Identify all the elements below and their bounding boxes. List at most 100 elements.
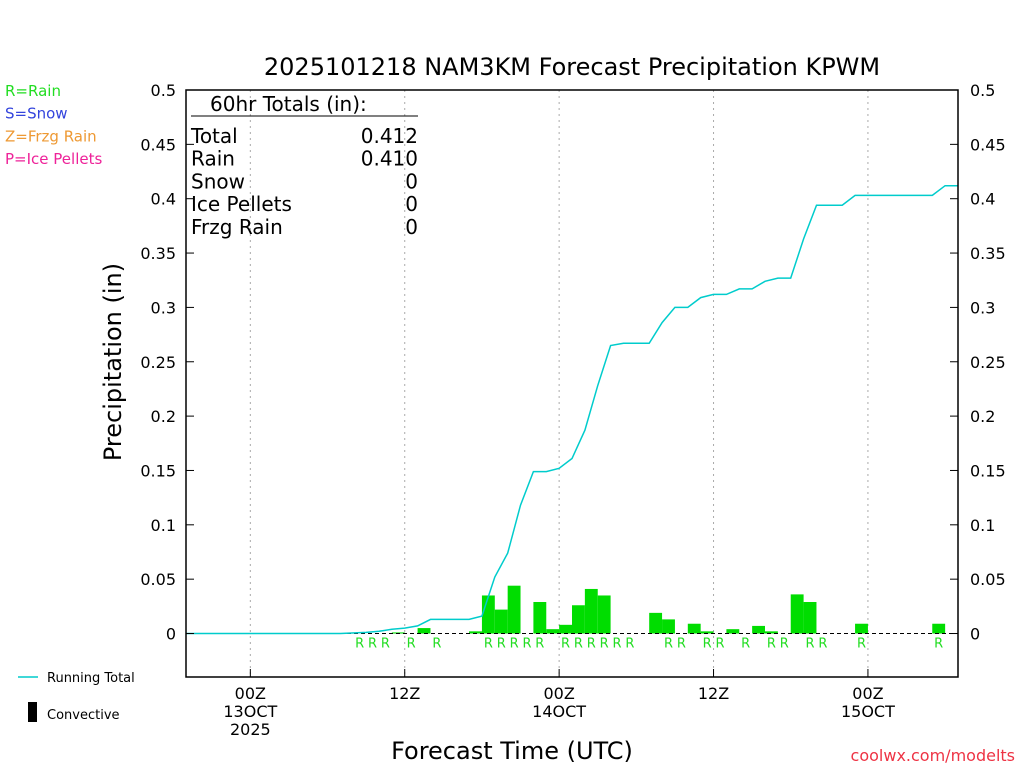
y-tick-label: 0.15 (140, 461, 176, 480)
precip-bar (932, 623, 946, 634)
y-tick-label: 0.4 (151, 190, 176, 209)
y-tick-label: 0.3 (151, 298, 176, 317)
precip-bar (546, 629, 560, 634)
totals-row-value: 0 (405, 169, 418, 193)
precip-type-letter: R (715, 637, 724, 652)
precip-type-letter: R (600, 637, 609, 652)
precip-type-letter: R (767, 637, 776, 652)
precip-bar (391, 632, 405, 634)
precip-type-legend: R=Rain S=Snow Z=Frzg Rain P=Ice Pellets (5, 82, 102, 168)
bottom-legend: Running Total Convective (18, 671, 135, 723)
y-axis-label: Precipitation (in) (99, 263, 127, 461)
totals-row-value: 0.412 (361, 124, 418, 148)
y-tick-label: 0.35 (970, 244, 1006, 263)
y-tick-label: 0.05 (970, 570, 1006, 589)
totals-row-value: 0.410 (361, 147, 418, 171)
precip-bar (803, 601, 817, 634)
precip-bar (597, 595, 611, 634)
legend-item: R=Rain (5, 82, 61, 100)
legend-item: P=Ice Pellets (5, 150, 102, 168)
precip-type-letter: R (587, 637, 596, 652)
y-tick-label: 0.5 (970, 81, 995, 100)
totals-row-label: Total (190, 124, 238, 148)
precip-type-letter: R (484, 637, 493, 652)
x-tick-label: 00Z (543, 684, 574, 703)
y-axis-left: 0 0.05 0.1 0.15 0.2 0.25 0.3 0.35 0.4 0.45 0.5 (140, 81, 194, 644)
totals-row-label: Snow (191, 169, 245, 193)
y-tick-label: 0.1 (970, 516, 995, 535)
x-tick-label: 15OCT (841, 702, 895, 721)
y-tick-label: 0.3 (970, 298, 995, 317)
totals-row-label: Rain (191, 147, 235, 171)
y-axis-right: 0 0.05 0.1 0.15 0.2 0.25 0.3 0.35 0.4 0.45 0.5 (950, 81, 1006, 644)
y-tick-label: 0.5 (151, 81, 176, 100)
precip-type-letter: R (780, 637, 789, 652)
precip-type-letter: R (355, 637, 364, 652)
x-tick-label: 13OCT (223, 702, 277, 721)
precip-type-letter: R (934, 637, 943, 652)
y-tick-label: 0.2 (970, 407, 995, 426)
precip-type-letter: R (535, 637, 544, 652)
totals-row-value: 0 (405, 192, 418, 216)
precip-type-letter: R (510, 637, 519, 652)
precip-type-letter: R (561, 637, 570, 652)
x-tick-label: 12Z (698, 684, 729, 703)
precip-type-letter: R (625, 637, 634, 652)
plot-frame (185, 89, 959, 678)
hourly-precip-bars (391, 585, 946, 634)
x-axis-label: Forecast Time (UTC) (391, 737, 633, 765)
convective-swatch (28, 702, 37, 722)
x-tick-label: 14OCT (532, 702, 586, 721)
source-footer: coolwx.com/modelts (851, 746, 1015, 765)
precip-type-letter: R (818, 637, 827, 652)
precip-bar (649, 612, 663, 634)
legend-item: S=Snow (5, 105, 68, 123)
totals-row-value: 0 (405, 215, 418, 239)
totals-box: 60hr Totals (in): Total 0.412 Rain 0.410 Snow… (190, 92, 418, 239)
y-tick-label: 0 (166, 625, 176, 644)
running-total-line (186, 184, 958, 635)
precip-bar (765, 631, 778, 634)
y-tick-label: 0.45 (140, 135, 176, 154)
y-tick-label: 0.35 (140, 244, 176, 263)
chart-title: 2025101218 NAM3KM Forecast Precipitation… (264, 53, 880, 81)
y-tick-label: 0.4 (970, 190, 995, 209)
y-tick-label: 0.15 (970, 461, 1006, 480)
precip-type-letter: R (432, 637, 441, 652)
precip-bar (533, 601, 547, 634)
x-tick-label: 00Z (852, 684, 883, 703)
y-tick-label: 0.2 (151, 407, 176, 426)
precip-bar (469, 631, 482, 634)
precip-bar (559, 624, 572, 634)
legend-item: Z=Frzg Rain (5, 127, 97, 145)
precip-bar (417, 628, 431, 634)
convective-legend-label: Convective (47, 708, 120, 723)
y-tick-label: 0.25 (140, 353, 176, 372)
precip-type-letter: R (522, 637, 531, 652)
precip-type-letter: R (664, 637, 673, 652)
precip-type-letter: R (497, 637, 506, 652)
precip-bar (700, 631, 714, 634)
running-total-legend-label: Running Total (47, 671, 135, 686)
precip-type-letter: R (381, 637, 390, 652)
precip-type-letter: R (613, 637, 622, 652)
precip-bar (752, 625, 765, 634)
precip-type-letter: R (368, 637, 377, 652)
precip-type-letter: R (741, 637, 750, 652)
precip-type-letter: R (857, 637, 866, 652)
precip-type-letter: R (806, 637, 815, 652)
precip-bar (572, 605, 585, 634)
precip-bar (726, 629, 740, 634)
x-tick-label: 12Z (389, 684, 420, 703)
grid-lines (249, 90, 869, 677)
precip-type-letter: R (574, 637, 583, 652)
precip-bar (507, 585, 521, 634)
totals-row-label: Frzg Rain (191, 215, 283, 239)
precip-bar (790, 594, 804, 634)
x-tick-label: 00Z (235, 684, 266, 703)
x-tick-label: 2025 (230, 720, 271, 739)
y-tick-label: 0.1 (151, 516, 176, 535)
